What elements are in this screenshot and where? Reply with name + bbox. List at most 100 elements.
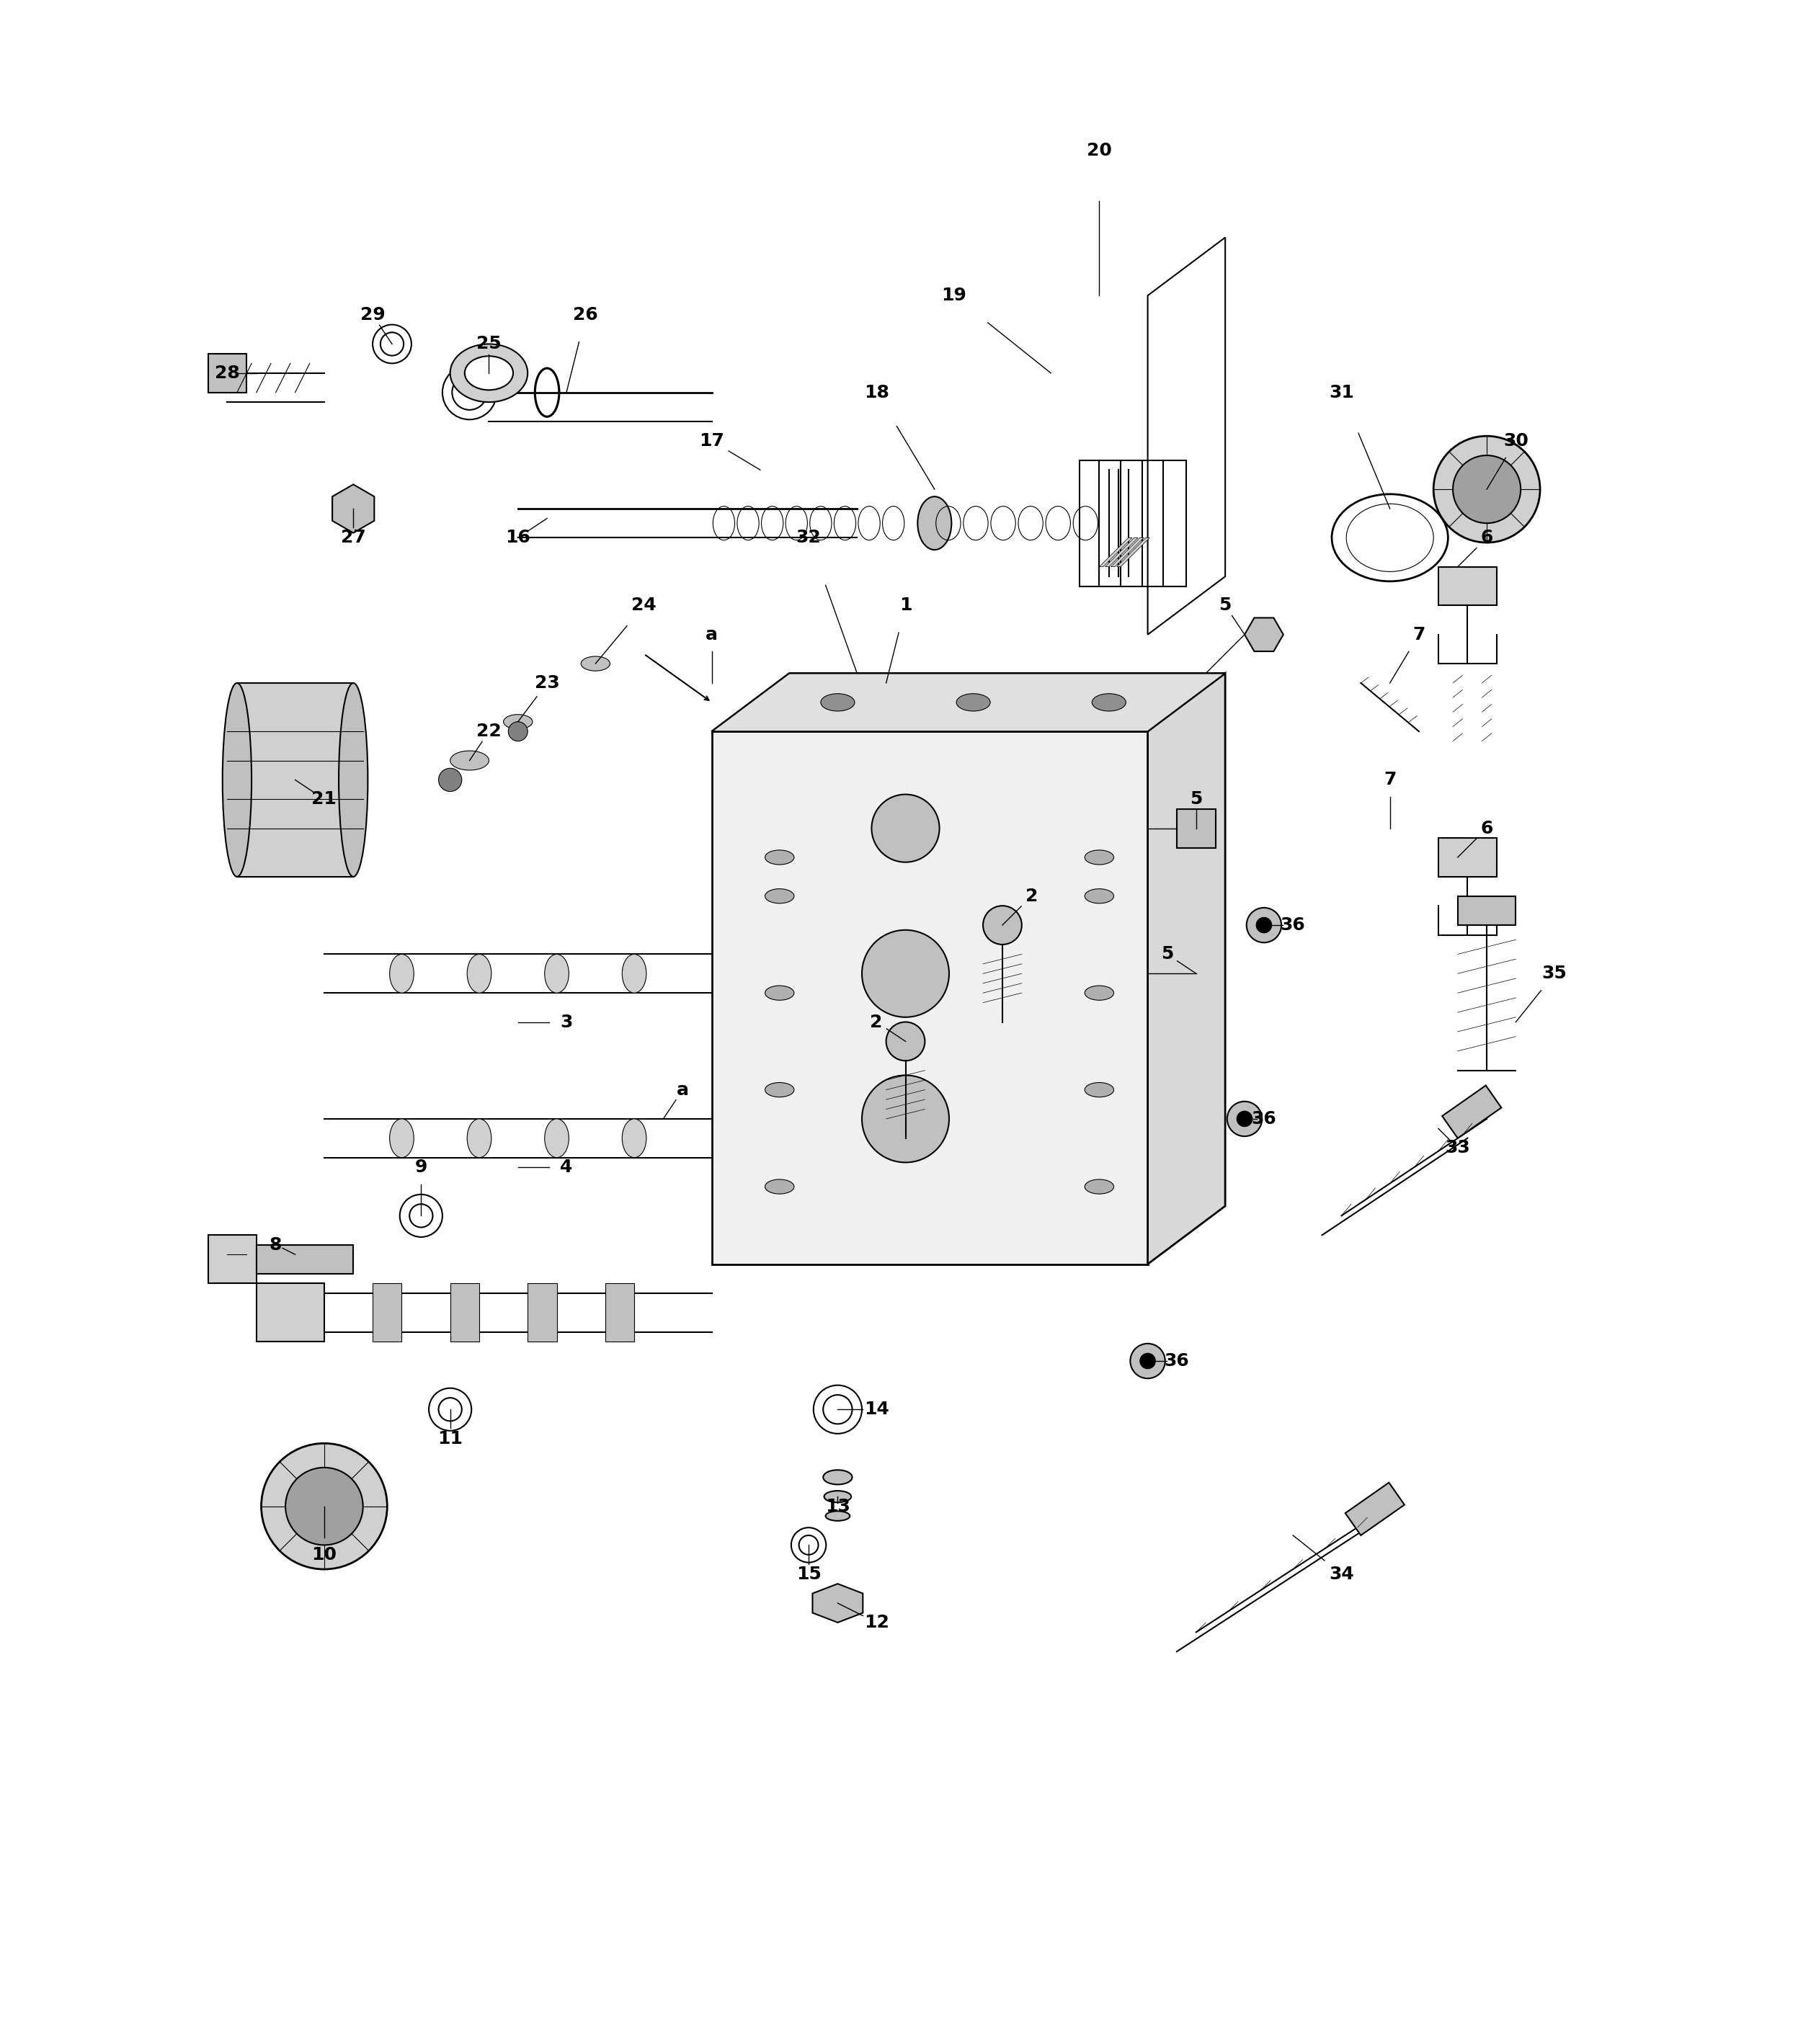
Text: 3: 3 [560,1014,572,1030]
Text: 17: 17 [699,431,724,450]
Circle shape [1139,1353,1155,1369]
Bar [373,1284,402,1341]
Ellipse shape [764,889,793,903]
Bar [1458,895,1516,926]
Circle shape [286,1468,362,1545]
Polygon shape [1438,838,1496,877]
Ellipse shape [389,1118,415,1157]
Text: 4: 4 [560,1159,572,1175]
Bar [257,1284,324,1341]
Ellipse shape [1085,1083,1114,1098]
Bar [208,354,246,392]
Circle shape [862,930,949,1018]
Bar [605,1284,634,1341]
Bar [527,1284,556,1341]
Text: 23: 23 [534,675,560,691]
Polygon shape [331,484,375,533]
Ellipse shape [918,497,951,550]
Circle shape [871,795,940,863]
Ellipse shape [764,1083,793,1098]
Text: 2: 2 [1025,887,1038,905]
Text: 21: 21 [311,791,337,807]
Text: 30: 30 [1503,431,1528,450]
Ellipse shape [581,656,610,670]
Text: 31: 31 [1329,384,1355,401]
Ellipse shape [1085,985,1114,1000]
Text: 6: 6 [1481,820,1492,836]
Circle shape [1237,1112,1253,1126]
Ellipse shape [1032,703,1070,722]
Ellipse shape [820,693,855,711]
Ellipse shape [545,955,569,993]
Ellipse shape [451,750,489,771]
Text: 24: 24 [632,597,656,613]
Text: 20: 20 [1087,141,1112,159]
Circle shape [983,905,1021,944]
Bar [1346,1482,1405,1535]
Polygon shape [712,672,1226,732]
Circle shape [1434,435,1539,542]
Ellipse shape [956,693,991,711]
Bar [712,732,1148,1263]
Ellipse shape [764,850,793,865]
Text: 9: 9 [415,1159,427,1175]
Bar [237,683,353,877]
Ellipse shape [623,955,647,993]
Circle shape [438,769,462,791]
Circle shape [862,1075,949,1163]
Polygon shape [1117,538,1150,566]
Circle shape [1257,918,1271,932]
Ellipse shape [764,1179,793,1194]
Ellipse shape [824,1470,853,1484]
Bar [257,1245,353,1273]
Ellipse shape [545,1118,569,1157]
Text: 27: 27 [340,529,366,546]
Text: 6: 6 [1481,529,1492,546]
Ellipse shape [451,343,527,403]
Ellipse shape [223,683,252,877]
Text: 5: 5 [1161,946,1174,963]
Text: 13: 13 [826,1498,849,1515]
Text: 22: 22 [476,724,502,740]
Ellipse shape [465,356,513,390]
Text: 11: 11 [438,1431,464,1447]
Text: 14: 14 [864,1400,889,1419]
Text: a: a [677,1081,688,1098]
Text: 36: 36 [1164,1353,1190,1369]
Polygon shape [1438,566,1496,605]
Text: 36: 36 [1251,1110,1277,1128]
Circle shape [1130,1343,1164,1378]
Polygon shape [1244,617,1284,652]
Ellipse shape [826,1511,849,1521]
Polygon shape [1148,672,1226,1263]
Ellipse shape [389,955,415,993]
Ellipse shape [1085,889,1114,903]
Ellipse shape [838,703,877,722]
Text: 28: 28 [216,364,239,382]
Bar [208,1235,257,1284]
Text: 5: 5 [1219,597,1231,613]
Bar [1442,1085,1501,1139]
Polygon shape [1177,809,1215,848]
Circle shape [261,1443,388,1570]
Text: 29: 29 [360,307,386,323]
Text: 34: 34 [1329,1566,1355,1582]
Circle shape [1246,908,1282,942]
Text: 26: 26 [574,307,598,323]
Text: 7: 7 [1384,771,1396,789]
Text: 35: 35 [1543,965,1567,983]
Text: 8: 8 [270,1237,283,1253]
Text: 2: 2 [869,1014,882,1030]
Ellipse shape [467,1118,491,1157]
Text: 15: 15 [797,1566,820,1582]
Text: 19: 19 [942,286,967,305]
Bar [451,1284,480,1341]
Polygon shape [1099,538,1132,566]
Text: 10: 10 [311,1545,337,1564]
Text: 18: 18 [864,384,889,401]
Circle shape [1228,1102,1262,1136]
Ellipse shape [339,683,368,877]
Circle shape [509,722,527,742]
Ellipse shape [467,955,491,993]
Polygon shape [813,1584,862,1623]
